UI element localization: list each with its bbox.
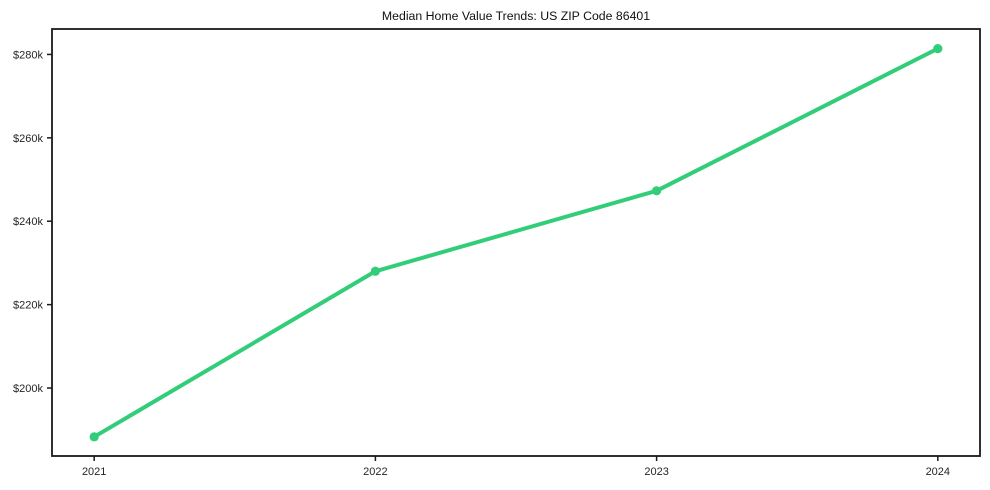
x-tick-label: 2022 — [363, 466, 387, 478]
x-tick-label: 2024 — [926, 466, 950, 478]
x-tick-label: 2021 — [82, 466, 106, 478]
y-tick-label: $280k — [13, 49, 43, 61]
chart-title: Median Home Value Trends: US ZIP Code 86… — [382, 9, 650, 23]
y-tick-label: $200k — [13, 383, 43, 395]
data-point-marker — [89, 432, 99, 442]
series-layer — [89, 43, 943, 442]
data-point-marker — [933, 43, 943, 54]
data-point-marker — [652, 186, 662, 196]
data-point-marker — [370, 266, 380, 276]
plot-frame — [51, 28, 981, 457]
y-tick-label: $220k — [13, 300, 43, 312]
y-tick-label: $260k — [13, 133, 43, 145]
series-line — [92, 46, 940, 439]
y-tick-label: $240k — [13, 216, 43, 228]
x-axis: 2021 2022 2023 2024 — [82, 456, 950, 478]
x-tick-label: 2023 — [644, 466, 668, 478]
axes-spines — [51, 28, 981, 457]
y-axis: $200k $220k $240k $260k $280k — [13, 49, 52, 395]
